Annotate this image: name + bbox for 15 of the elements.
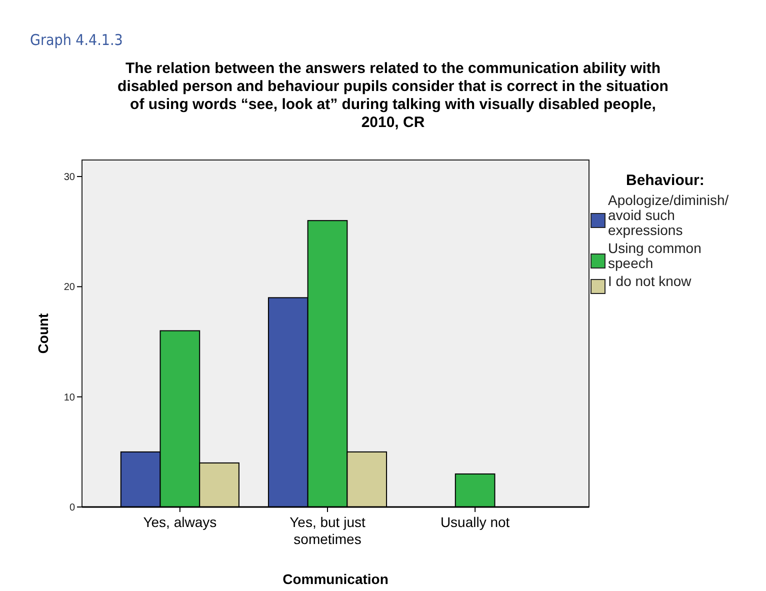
y-tick-label: 0 — [69, 502, 76, 514]
y-tick-label: 20 — [64, 282, 76, 294]
legend-label: Using common speech — [608, 240, 702, 271]
y-tick-label: 30 — [64, 172, 76, 184]
chart-title: The relation between the answers related to the communication ability with disabled person and behaviour pupils consider that is correct in the situation of using words “see, look at” during talking with visually disabled people, 2010, CR — [118, 60, 668, 131]
y-tick-label: 10 — [64, 392, 76, 404]
legend-label: I do not know — [608, 273, 692, 289]
caption: Graph 4.4.1.3 — [30, 31, 123, 49]
y-axis-title: Count — [35, 312, 51, 354]
x-tick-label: Usually not — [440, 514, 510, 530]
legend-label: Apologize/diminish/ avoid such expressions — [608, 192, 729, 238]
x-axis-title: Communication — [282, 571, 388, 587]
x-tick-label: Yes, always — [143, 514, 217, 530]
legend-title: Behaviour: — [626, 172, 704, 189]
x-tick-label: Yes, but just sometimes — [290, 514, 366, 547]
